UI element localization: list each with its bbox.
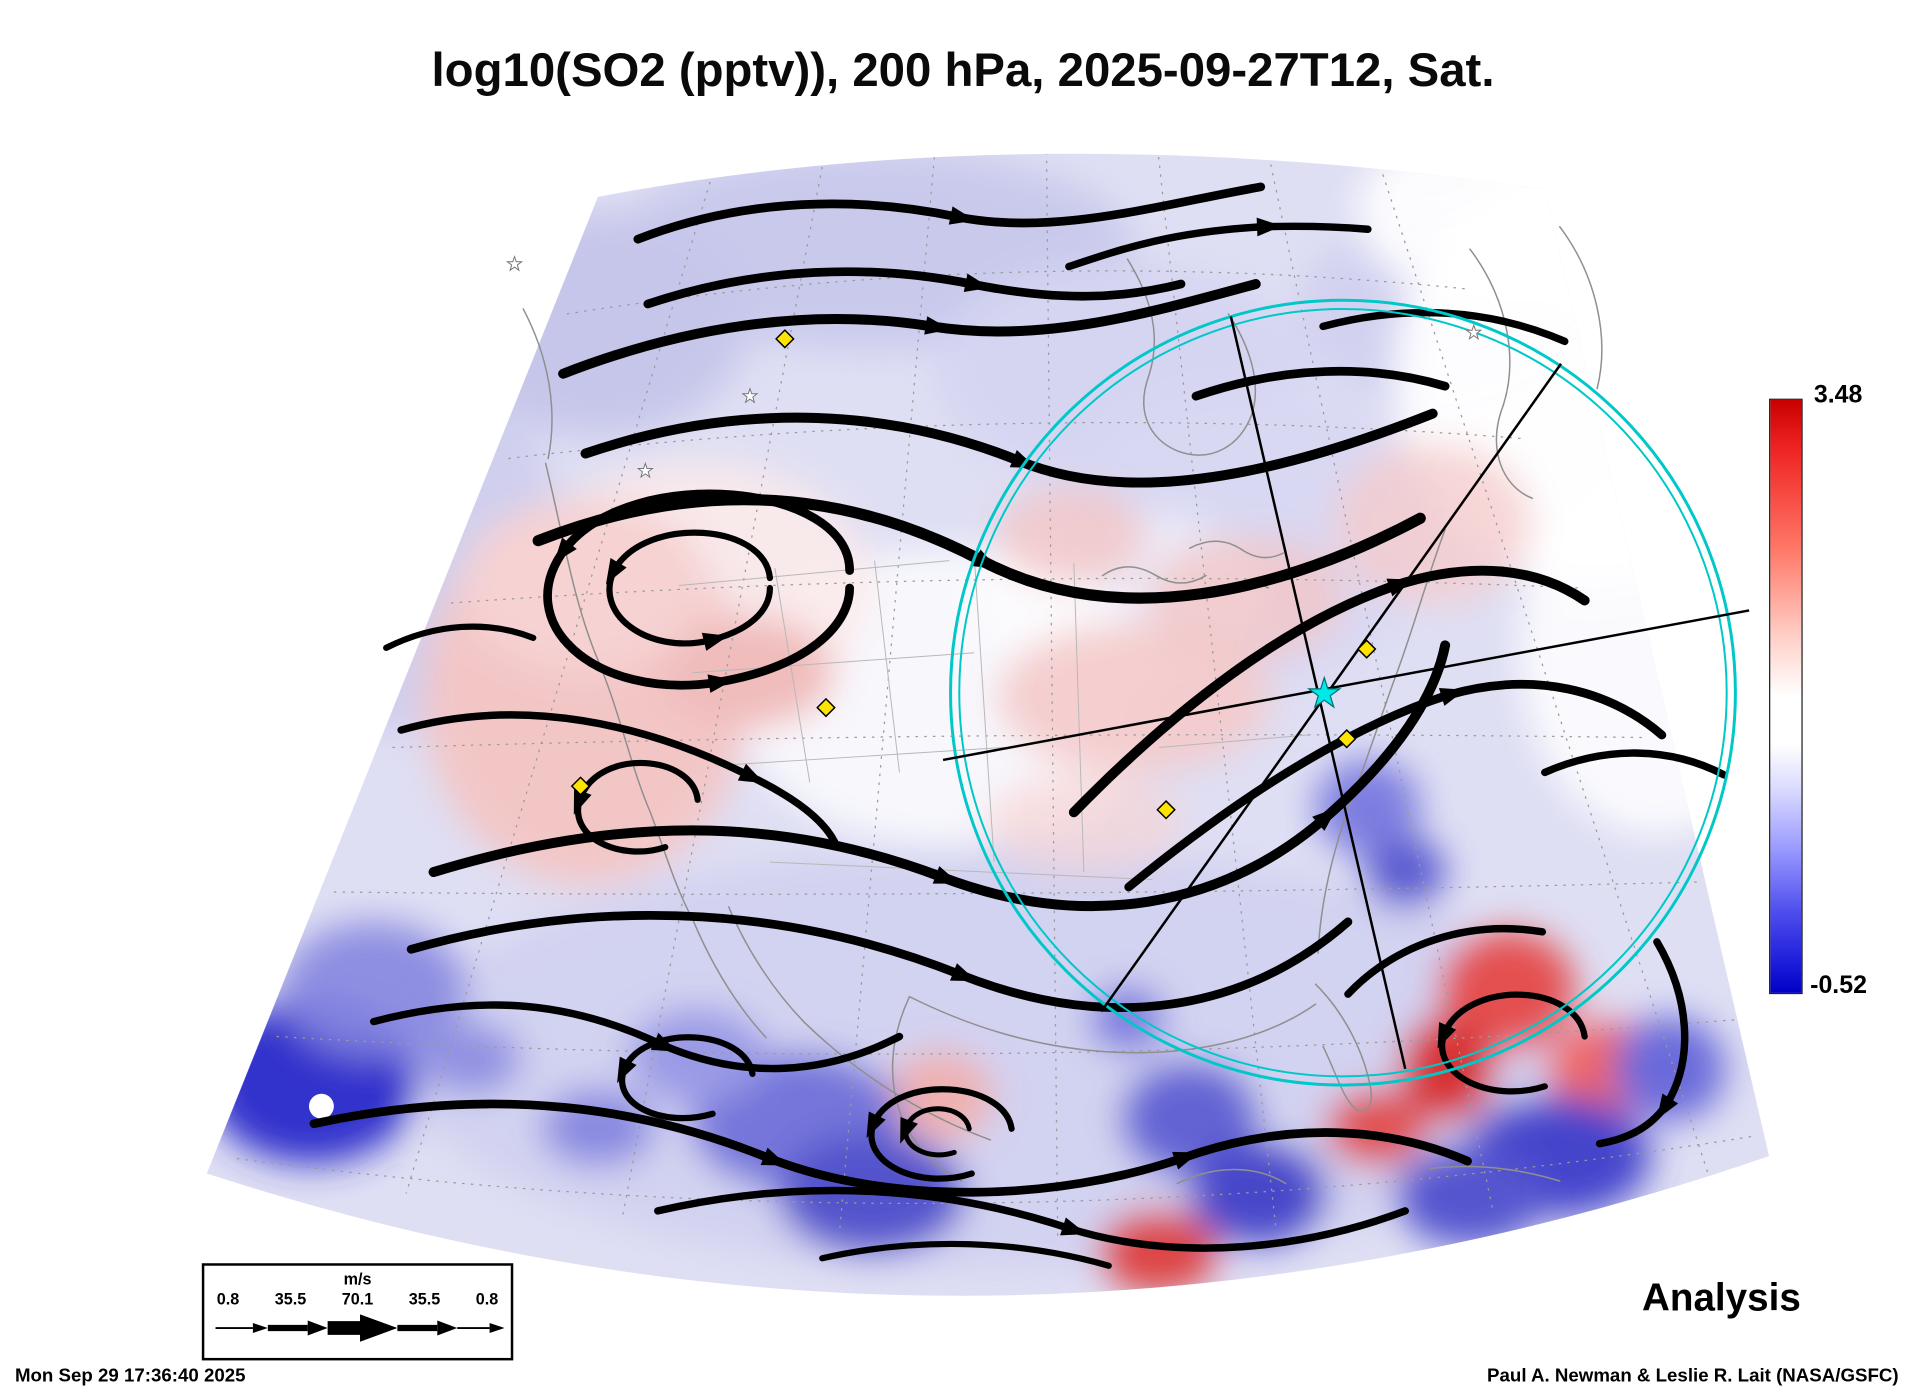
generation-timestamp: Mon Sep 29 17:36:40 2025 bbox=[14, 1365, 246, 1387]
overlay-layer bbox=[942, 298, 1750, 1087]
station-diamond-marker bbox=[775, 329, 795, 349]
wind-legend-units: m/s bbox=[343, 1269, 372, 1289]
wind-legend-value: 70.1 bbox=[341, 1289, 374, 1309]
city-star-icon bbox=[741, 387, 759, 404]
range-circle-inner bbox=[958, 307, 1728, 1078]
wind-legend-values: 0.8 35.5 70.1 35.5 0.8 bbox=[204, 1289, 510, 1308]
station-diamond-marker bbox=[1336, 728, 1357, 749]
marker-layer bbox=[505, 255, 1483, 820]
wind-legend-value: 35.5 bbox=[274, 1289, 307, 1309]
so2-color-field bbox=[206, 153, 1770, 1296]
wind-legend-value: 0.8 bbox=[475, 1289, 499, 1309]
city-star-icon bbox=[636, 461, 654, 479]
station-diamond-marker bbox=[1356, 639, 1377, 659]
credit-line: Paul A. Newman & Leslie R. Lait (NASA/GS… bbox=[1487, 1365, 1899, 1387]
station-diamond-marker bbox=[1156, 799, 1176, 820]
analysis-label: Analysis bbox=[1641, 1275, 1801, 1320]
colorbar-gradient bbox=[1769, 398, 1803, 995]
wind-speed-legend: m/s 0.8 35.5 70.1 35.5 0.8 bbox=[201, 1263, 514, 1361]
station-diamond-marker bbox=[570, 776, 591, 796]
colorbar-min-label: -0.52 bbox=[1810, 971, 1867, 1000]
range-circle-outer bbox=[949, 298, 1737, 1087]
city-star-icon bbox=[505, 255, 524, 272]
city-star-icon bbox=[1465, 323, 1483, 340]
wind-legend-value: 0.8 bbox=[216, 1289, 240, 1309]
wind-legend-value: 35.5 bbox=[408, 1289, 441, 1309]
center-star-marker bbox=[1306, 675, 1342, 709]
station-diamond-marker bbox=[816, 697, 836, 718]
wind-arrow-scale-icon bbox=[215, 1314, 505, 1342]
eddy-white-spot bbox=[308, 1093, 334, 1119]
wind-streamlines bbox=[309, 182, 1728, 1269]
trajectory-line bbox=[942, 609, 1750, 762]
plot-title: log10(SO2 (pptv)), 200 hPa, 2025-09-27T1… bbox=[431, 44, 1495, 98]
colorbar-max-label: 3.48 bbox=[1813, 381, 1863, 409]
